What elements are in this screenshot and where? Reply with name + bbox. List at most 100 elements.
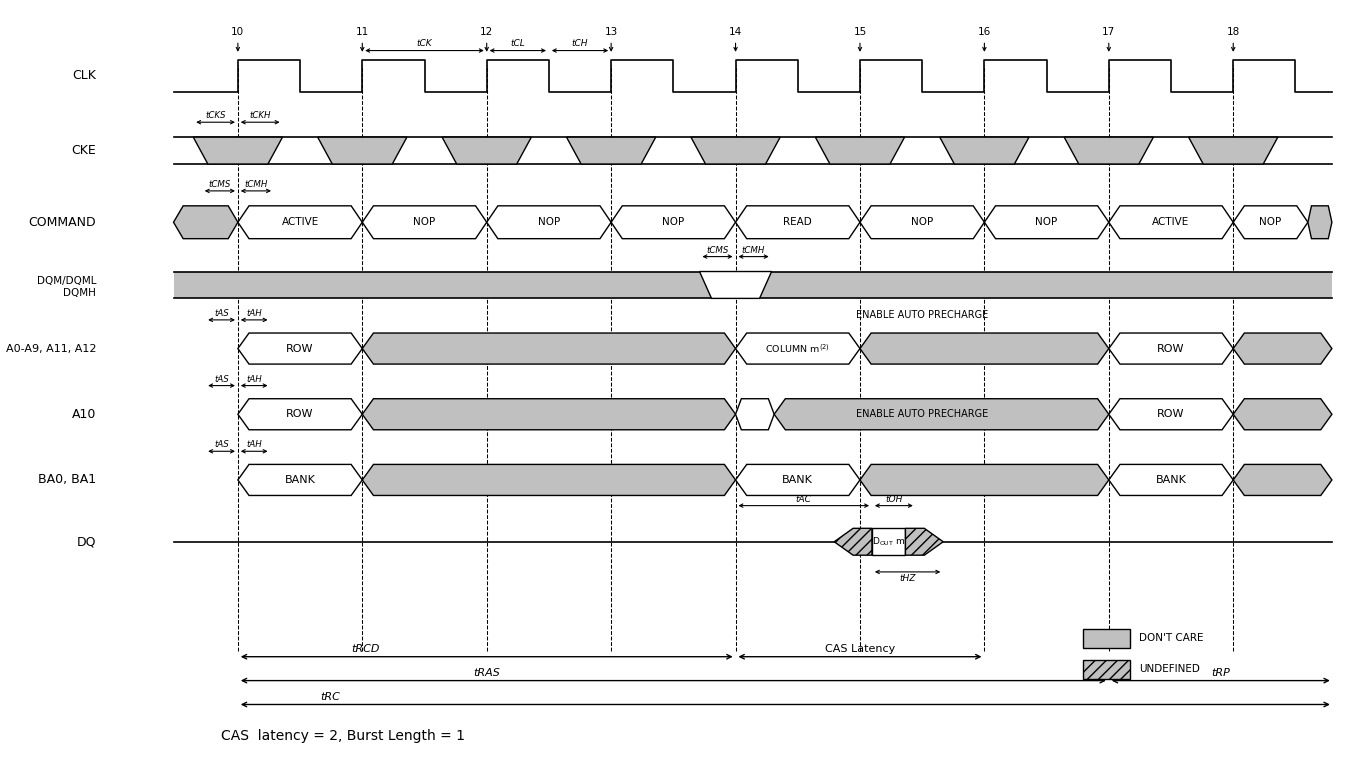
Polygon shape xyxy=(174,206,238,238)
Text: tAC: tAC xyxy=(795,495,812,503)
Text: ENABLE AUTO PRECHARGE: ENABLE AUTO PRECHARGE xyxy=(856,410,988,419)
Text: DQ: DQ xyxy=(77,536,96,549)
Text: 12: 12 xyxy=(481,27,493,37)
Text: tCMS: tCMS xyxy=(208,180,231,189)
Bar xyxy=(174,271,1332,299)
Text: tCKS: tCKS xyxy=(205,112,226,121)
Polygon shape xyxy=(984,206,1109,238)
Text: 13: 13 xyxy=(605,27,617,37)
Text: BANK: BANK xyxy=(1155,475,1187,485)
Text: tAH: tAH xyxy=(246,375,261,384)
Text: BA0, BA1: BA0, BA1 xyxy=(38,474,96,487)
Polygon shape xyxy=(773,399,1109,430)
Text: 16: 16 xyxy=(977,27,991,37)
Polygon shape xyxy=(363,333,735,364)
Polygon shape xyxy=(735,465,860,496)
Polygon shape xyxy=(691,138,780,164)
Text: A0-A9, A11, A12: A0-A9, A11, A12 xyxy=(5,344,96,354)
Text: tAS: tAS xyxy=(214,309,229,318)
Polygon shape xyxy=(318,138,407,164)
Text: CAS  latency = 2, Burst Length = 1: CAS latency = 2, Burst Length = 1 xyxy=(220,730,464,743)
Polygon shape xyxy=(860,333,1109,364)
Text: NOP: NOP xyxy=(663,217,684,227)
Text: BANK: BANK xyxy=(285,475,315,485)
Polygon shape xyxy=(860,465,1109,496)
Text: NOP: NOP xyxy=(538,217,560,227)
Polygon shape xyxy=(735,206,860,238)
Polygon shape xyxy=(567,138,656,164)
Bar xyxy=(1083,629,1131,648)
Text: tAS: tAS xyxy=(214,375,229,384)
Polygon shape xyxy=(834,529,872,555)
Text: tCKH: tCKH xyxy=(249,112,271,121)
Polygon shape xyxy=(1109,333,1233,364)
Text: 15: 15 xyxy=(853,27,867,37)
Text: ACTIVE: ACTIVE xyxy=(1153,217,1190,227)
Text: tOH: tOH xyxy=(886,495,902,503)
Text: ACTIVE: ACTIVE xyxy=(282,217,319,227)
Text: A10: A10 xyxy=(73,408,96,421)
Text: NOP: NOP xyxy=(1259,217,1281,227)
Polygon shape xyxy=(1233,399,1332,430)
Polygon shape xyxy=(238,399,363,430)
Text: tRCD: tRCD xyxy=(352,644,379,654)
Polygon shape xyxy=(1233,333,1332,364)
Polygon shape xyxy=(905,529,943,555)
Text: CKE: CKE xyxy=(71,144,96,157)
Text: tAS: tAS xyxy=(214,441,229,449)
Text: COLUMN m$^{(2)}$: COLUMN m$^{(2)}$ xyxy=(765,342,830,354)
Text: ROW: ROW xyxy=(286,410,314,419)
Text: tCMH: tCMH xyxy=(742,246,765,255)
Polygon shape xyxy=(487,206,611,238)
Polygon shape xyxy=(363,465,735,496)
Text: UNDEFINED: UNDEFINED xyxy=(1139,664,1199,675)
Text: 10: 10 xyxy=(231,27,245,37)
Bar xyxy=(1083,659,1131,678)
Polygon shape xyxy=(816,138,905,164)
Text: ROW: ROW xyxy=(1157,410,1184,419)
Polygon shape xyxy=(238,465,363,496)
Polygon shape xyxy=(1188,138,1277,164)
Polygon shape xyxy=(611,206,735,238)
Polygon shape xyxy=(1064,138,1154,164)
Polygon shape xyxy=(442,138,531,164)
Text: NOP: NOP xyxy=(910,217,934,227)
Text: D$_{\rm OUT}$ m: D$_{\rm OUT}$ m xyxy=(872,536,905,548)
Text: tHZ: tHZ xyxy=(899,574,916,583)
Bar xyxy=(174,138,1332,164)
Text: COMMAND: COMMAND xyxy=(29,215,96,228)
Text: tRAS: tRAS xyxy=(474,668,500,678)
Text: ROW: ROW xyxy=(1157,344,1184,354)
Text: 18: 18 xyxy=(1227,27,1240,37)
Polygon shape xyxy=(700,271,772,299)
Polygon shape xyxy=(1307,206,1332,238)
Polygon shape xyxy=(1109,465,1233,496)
Text: NOP: NOP xyxy=(1035,217,1058,227)
Text: 17: 17 xyxy=(1102,27,1116,37)
Text: tRP: tRP xyxy=(1212,668,1231,678)
Text: tRC: tRC xyxy=(320,691,340,701)
Polygon shape xyxy=(735,399,773,430)
Text: tCH: tCH xyxy=(572,39,589,48)
Polygon shape xyxy=(735,333,860,364)
Text: NOP: NOP xyxy=(413,217,435,227)
Text: tAH: tAH xyxy=(246,309,261,318)
Text: tCMS: tCMS xyxy=(706,246,728,255)
Text: DON'T CARE: DON'T CARE xyxy=(1139,633,1203,643)
Polygon shape xyxy=(860,206,984,238)
Polygon shape xyxy=(1109,399,1233,430)
Polygon shape xyxy=(193,138,282,164)
Polygon shape xyxy=(1233,465,1332,496)
Polygon shape xyxy=(363,206,487,238)
Text: CLK: CLK xyxy=(73,70,96,83)
Text: 11: 11 xyxy=(356,27,368,37)
Text: DQMH: DQMH xyxy=(63,288,96,298)
Polygon shape xyxy=(1233,206,1307,238)
Polygon shape xyxy=(1109,206,1233,238)
Text: tCL: tCL xyxy=(511,39,526,48)
Polygon shape xyxy=(939,138,1029,164)
Text: tCMH: tCMH xyxy=(244,180,267,189)
Polygon shape xyxy=(238,206,363,238)
Text: DQM/DQML: DQM/DQML xyxy=(37,276,96,286)
Text: tAH: tAH xyxy=(246,441,261,449)
